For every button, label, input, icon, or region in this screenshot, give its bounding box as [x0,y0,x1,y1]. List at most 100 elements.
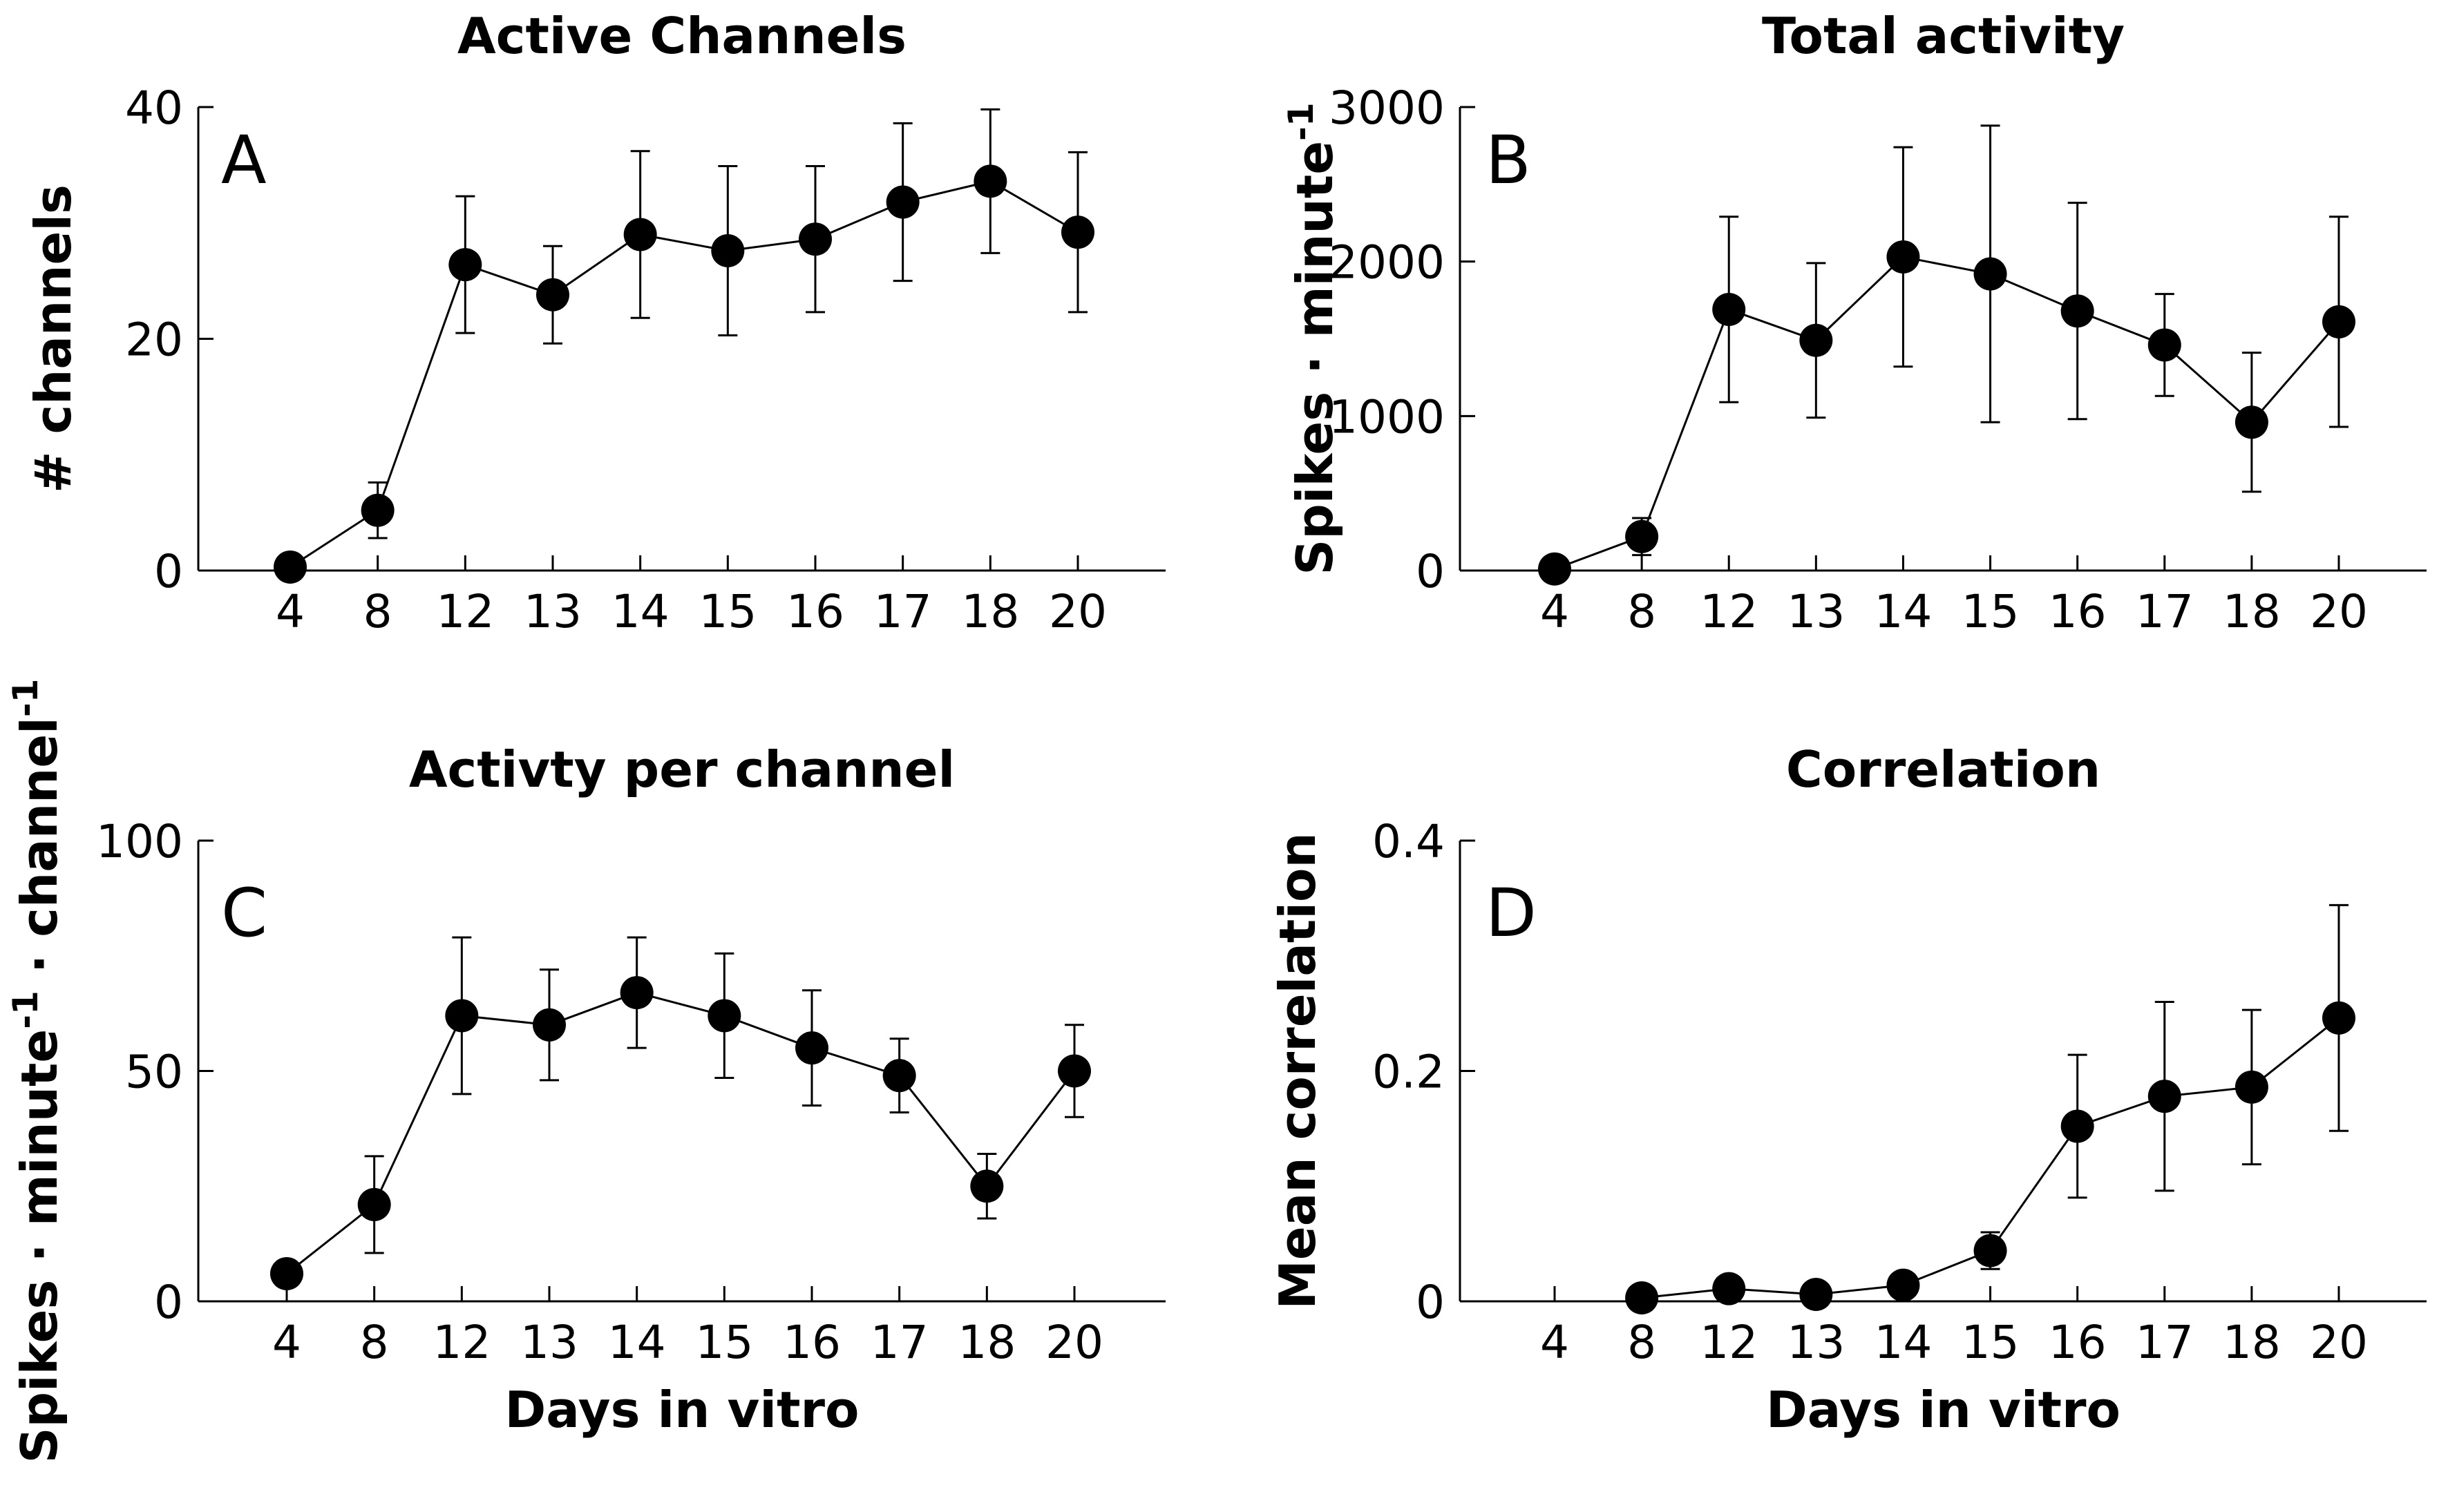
x-tick-label: 16 [786,585,844,638]
chart-title: Activty per channel [409,740,955,798]
x-tick-label: 13 [1787,1316,1845,1369]
data-point [799,222,832,256]
series-line [290,180,1079,568]
x-tick-label: 12 [436,585,494,638]
y-tick-label: 0.4 [1372,815,1445,868]
y-tick-label: 1000 [1329,390,1445,443]
x-tick-label: 14 [1874,585,1932,638]
x-tick-label: 20 [1045,1316,1103,1369]
x-tick-label: 20 [2310,585,2368,638]
data-point [533,1008,566,1042]
y-tick-label: 3000 [1329,82,1445,135]
data-point [1886,240,1920,274]
data-point [795,1031,828,1065]
data-point [886,185,920,219]
y-axis-label-superscript: -1 [1281,102,1321,141]
x-tick-label: 15 [695,1316,753,1369]
y-tick-label: 50 [125,1046,183,1099]
data-point [711,234,745,268]
data-point [2234,1070,2268,1104]
data-point [1625,1281,1659,1314]
x-tick-label: 14 [608,1316,666,1369]
y-axis-label-part: Spikes [10,1280,68,1464]
chart-title: Active Channels [457,7,907,65]
data-point [708,999,741,1033]
data-point [448,248,482,282]
data-point [1973,1234,2007,1267]
data-point [1625,519,1659,553]
x-tick-label: 4 [1540,585,1569,638]
data-point [1712,293,1746,327]
data-point [357,1187,391,1221]
panel-letter: D [1486,874,1537,952]
y-tick-label: 0 [154,1276,183,1329]
x-tick-label: 16 [2049,585,2107,638]
x-tick-label: 17 [2136,1316,2194,1369]
chart-title: Correlation [1786,740,2100,798]
data-point [2060,294,2094,328]
y-tick-label: 0 [1416,1276,1445,1329]
data-point [2322,305,2355,338]
x-tick-label: 16 [783,1316,841,1369]
series-line [1554,256,2340,571]
y-tick-label: 0 [154,545,183,598]
x-tick-label: 12 [1700,1316,1758,1369]
data-point [2060,1109,2094,1143]
x-tick-label: 12 [433,1316,491,1369]
data-point [2147,1080,2181,1113]
x-tick-label: 12 [1700,585,1758,638]
data-point [1712,1272,1746,1305]
x-axis-label: Days in vitro [1766,1381,2120,1439]
chart-title: Total activity [1762,7,2125,65]
panel-letter: B [1486,122,1531,199]
data-point [1058,1054,1091,1088]
data-point [882,1059,916,1093]
data-point [2234,405,2268,439]
x-tick-label: 14 [1874,1316,1932,1369]
x-tick-label: 18 [2223,1316,2281,1369]
x-tick-label: 17 [874,585,932,638]
x-tick-label: 15 [699,585,757,638]
x-tick-label: 16 [2049,1316,2107,1369]
data-point [1538,552,1571,586]
y-axis-label: Spikes · minute-1​ · channel-1​ [6,679,68,1464]
x-tick-label: 18 [2223,585,2281,638]
x-tick-label: 17 [2136,585,2194,638]
y-axis-label: Spikes · minute-1​ [1281,102,1344,575]
data-point [620,976,654,1010]
y-axis-label-superscript: -1 [6,679,46,718]
data-point [536,278,569,312]
y-axis-label-part: · channel [10,717,68,991]
panel-letter: A [221,122,267,199]
x-tick-label: 15 [1962,1316,2020,1369]
data-point [1886,1268,1920,1302]
y-tick-label: 20 [125,314,183,367]
y-axis-label-part: · minute [10,1029,68,1280]
x-tick-label: 4 [272,1316,301,1369]
x-tick-label: 18 [958,1316,1016,1369]
x-axis-label: Days in vitro [505,1381,860,1439]
chart-panel-b: 0 1000 2000 3000 4 8 12 13 14 15 16 17 18 20 Total act… [1281,7,2427,638]
y-axis-label: Mean correlation [1269,832,1327,1309]
data-point [974,164,1007,198]
data-point [2147,328,2181,362]
x-tick-label: 8 [1627,1316,1656,1369]
y-axis-label-superscript: -1 [6,991,46,1029]
data-point [270,1256,303,1290]
x-tick-label: 8 [360,1316,389,1369]
x-tick-label: 17 [871,1316,929,1369]
y-tick-label: 0.2 [1372,1046,1445,1099]
y-tick-label: 100 [96,815,183,868]
data-point [1799,323,1833,357]
data-point [445,999,479,1033]
data-point [623,218,657,251]
x-tick-label: 18 [961,585,1019,638]
x-tick-label: 20 [2310,1316,2368,1369]
chart-panel-c: 0 50 100 4 8 12 13 14 15 16 17 18 20 Activty per chan… [6,679,1166,1464]
data-point [361,493,395,527]
chart-panel-a: 0 20 40 4 8 12 13 14 15 16 17 18 20 Active Channels A #… [24,7,1166,638]
data-point [1973,257,2007,291]
y-axis-label-part: · minute [1286,141,1344,392]
